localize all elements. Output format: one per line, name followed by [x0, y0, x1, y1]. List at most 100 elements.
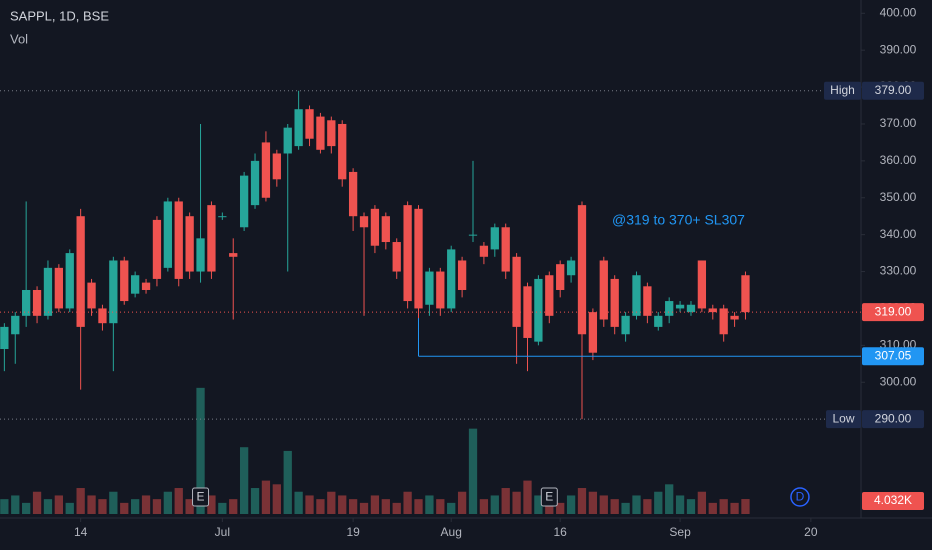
volume-bar [218, 502, 227, 514]
last-price-value-box [862, 303, 924, 322]
y-tick-label: 350.00 [880, 190, 917, 204]
candle-body [654, 315, 663, 327]
volume-bar [54, 495, 63, 514]
volume-bar [556, 502, 565, 514]
earnings-marker [540, 487, 558, 507]
volume-bar [338, 495, 347, 514]
candle-body [403, 205, 412, 302]
x-tick-label: 16 [554, 525, 568, 539]
candle-body [0, 326, 9, 350]
volume-bar [163, 491, 172, 514]
candle-body [338, 123, 347, 180]
low-label: Low [832, 411, 854, 425]
candle-body [425, 271, 434, 305]
event-label: D [796, 490, 805, 504]
earnings-marker [192, 487, 210, 507]
volume-title: Vol [10, 31, 28, 46]
volume-bar [490, 495, 499, 514]
candle-body [32, 289, 42, 316]
x-tick-label: Aug [441, 525, 462, 539]
volume-bar [348, 499, 358, 514]
low-value: 290.00 [875, 411, 912, 425]
volume-bar [501, 488, 510, 514]
candle-body [665, 301, 674, 316]
candle-body [457, 260, 467, 290]
candle-body [708, 308, 717, 313]
volume-bar [261, 480, 271, 514]
y-tick-label: 340.00 [880, 227, 917, 241]
volume-bar [305, 495, 314, 514]
x-tick-label: Sep [669, 525, 691, 539]
symbol-title: SAPPL, 1D, BSE [10, 8, 109, 23]
candle-body [512, 256, 521, 327]
candle-body [556, 264, 565, 290]
volume-bar [120, 502, 129, 514]
candle-body [250, 160, 260, 206]
event-label: E [545, 490, 553, 504]
candle-body [621, 315, 630, 335]
volume-bar [643, 499, 652, 514]
volume-bar [665, 484, 674, 514]
candle-body [76, 216, 85, 327]
volume-bar [479, 499, 489, 514]
candle-body [588, 312, 598, 353]
volume-bar [22, 502, 31, 514]
candle-body [185, 216, 194, 272]
volume-bar [414, 499, 423, 514]
volume-bar [468, 428, 478, 514]
candle-body [686, 304, 696, 313]
candle-body [196, 238, 205, 272]
volume-bar [327, 491, 336, 514]
volume-bar [610, 499, 619, 514]
candle-body [239, 175, 249, 228]
last-volume-value-box [862, 492, 924, 510]
candle-body [447, 249, 456, 309]
volume-bar [686, 499, 696, 514]
candle-body [87, 282, 96, 309]
x-tick-label: 19 [346, 525, 360, 539]
candle-body [370, 208, 380, 246]
candle-body [261, 142, 271, 198]
dividend-marker [790, 487, 810, 507]
volume-bar [566, 495, 576, 514]
stop-value-box [862, 347, 924, 366]
candle-body [381, 216, 390, 243]
candle-body [229, 253, 238, 257]
candle-body [730, 315, 739, 320]
volume-bar [632, 495, 641, 514]
volume-bar [65, 502, 74, 514]
last-volume-value: 4.032K [874, 493, 912, 507]
low-value-box [862, 410, 924, 429]
y-tick-label: 390.00 [880, 42, 917, 56]
volume-bar [43, 499, 53, 514]
candle-body [359, 216, 369, 228]
stop-value: 307.05 [875, 348, 912, 362]
high-label: High [830, 83, 855, 97]
volume-bar [0, 499, 9, 514]
volume-bar [675, 495, 685, 514]
volume-bar [457, 491, 467, 514]
high-label-box [824, 81, 861, 100]
volume-bar [370, 495, 380, 514]
candle-body [479, 245, 489, 257]
candle-body [534, 278, 543, 342]
x-tick-label: 20 [804, 525, 818, 539]
candle-body [599, 260, 608, 320]
volume-bar [359, 502, 369, 514]
high-value: 379.00 [875, 83, 912, 97]
candle-body [741, 275, 750, 313]
volume-bar [185, 499, 194, 514]
candle-body [305, 109, 314, 139]
high-value-box [862, 81, 924, 100]
y-tick-label: 300.00 [880, 374, 917, 388]
candle-body [272, 153, 281, 180]
candle-body [98, 308, 107, 324]
volume-bar [109, 491, 118, 514]
volume-bar [272, 484, 281, 514]
candle-body [120, 260, 129, 302]
volume-bar [250, 488, 260, 514]
volume-bar [719, 499, 728, 514]
candle-body [523, 286, 532, 338]
volume-bar [196, 387, 205, 514]
